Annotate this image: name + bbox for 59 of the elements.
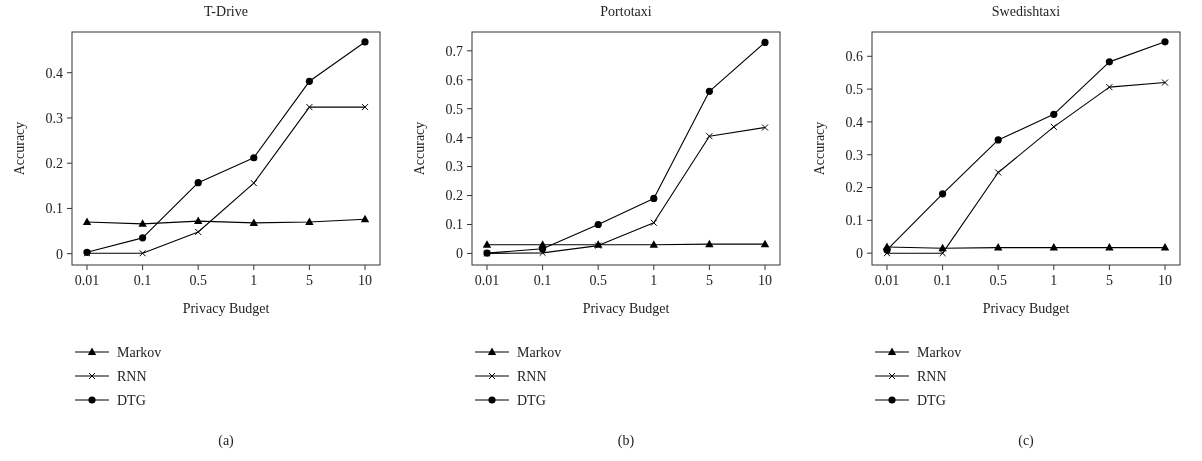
x-tick-label: 0.01 (74, 273, 100, 288)
legend-label: RNN (117, 368, 147, 384)
x-tick-label: 0.01 (474, 273, 500, 288)
y-tick-label: 0.6 (445, 72, 463, 88)
legend-label: DTG (117, 392, 146, 408)
x-tick-label: 0.1 (133, 273, 152, 288)
y-tick-label: 0.6 (845, 49, 863, 65)
y-tick-label: 0.2 (45, 156, 63, 172)
x-tick-label: 1 (250, 273, 258, 288)
y-axis-title: Accuracy (12, 121, 27, 176)
y-tick-label: 0.1 (445, 217, 463, 233)
x-tick-label: 0.1 (933, 273, 952, 288)
legend-label: DTG (917, 392, 946, 408)
x-axis-title: Privacy Budget (582, 301, 670, 316)
y-tick-label: 0 (56, 246, 63, 262)
chart-title: Portotaxi (600, 4, 652, 19)
x-tick-label: 0.1 (533, 273, 552, 288)
y-tick-label: 0 (856, 246, 863, 262)
legend-label: DTG (517, 392, 546, 408)
x-tick-label: 0.5 (989, 273, 1007, 288)
y-tick-label: 0.2 (845, 180, 863, 196)
x-tick-label: 5 (305, 273, 313, 288)
legend-label: Markov (117, 344, 162, 360)
x-axis-title: Privacy Budget (182, 301, 270, 316)
y-tick-label: 0.4 (845, 114, 863, 130)
x-tick-label: 10 (1158, 273, 1172, 288)
chart-title: T-Drive (204, 4, 248, 19)
text: (b) (617, 433, 635, 449)
x-tick-label: 1 (1050, 273, 1058, 288)
y-tick-label: 0.5 (445, 101, 463, 117)
x-tick-label: 0.01 (874, 273, 900, 288)
y-tick-label: 0.2 (445, 188, 463, 204)
y-tick-label: 0.7 (445, 43, 463, 59)
x-tick-label: 5 (1105, 273, 1113, 288)
chart-title: Swedishtaxi (991, 4, 1061, 19)
legend-label: Markov (917, 344, 962, 360)
x-tick-label: 5 (705, 273, 713, 288)
y-axis-title: Accuracy (412, 121, 427, 176)
legend-label: RNN (517, 368, 547, 384)
x-axis-title: Privacy Budget (982, 301, 1070, 316)
y-tick-label: 0.4 (45, 65, 63, 81)
y-tick-label: 0.1 (45, 201, 63, 217)
x-tick-label: 10 (358, 273, 372, 288)
x-tick-label: 10 (758, 273, 772, 288)
y-tick-label: 0.3 (45, 110, 63, 126)
y-tick-label: 0 (456, 246, 463, 262)
legend-label: Markov (517, 344, 562, 360)
y-tick-label: 0.1 (845, 213, 863, 229)
text: (a) (218, 433, 235, 449)
text: (c) (1018, 433, 1035, 449)
x-tick-label: 0.5 (189, 273, 207, 288)
y-tick-label: 0.5 (845, 82, 863, 97)
y-axis-title: Accuracy (812, 121, 827, 176)
y-tick-label: 0.3 (445, 159, 463, 175)
x-tick-label: 1 (650, 273, 658, 288)
x-tick-label: 0.5 (589, 273, 607, 288)
legend-label: RNN (917, 368, 947, 384)
y-tick-label: 0.3 (845, 147, 863, 163)
y-tick-label: 0.4 (445, 130, 463, 146)
